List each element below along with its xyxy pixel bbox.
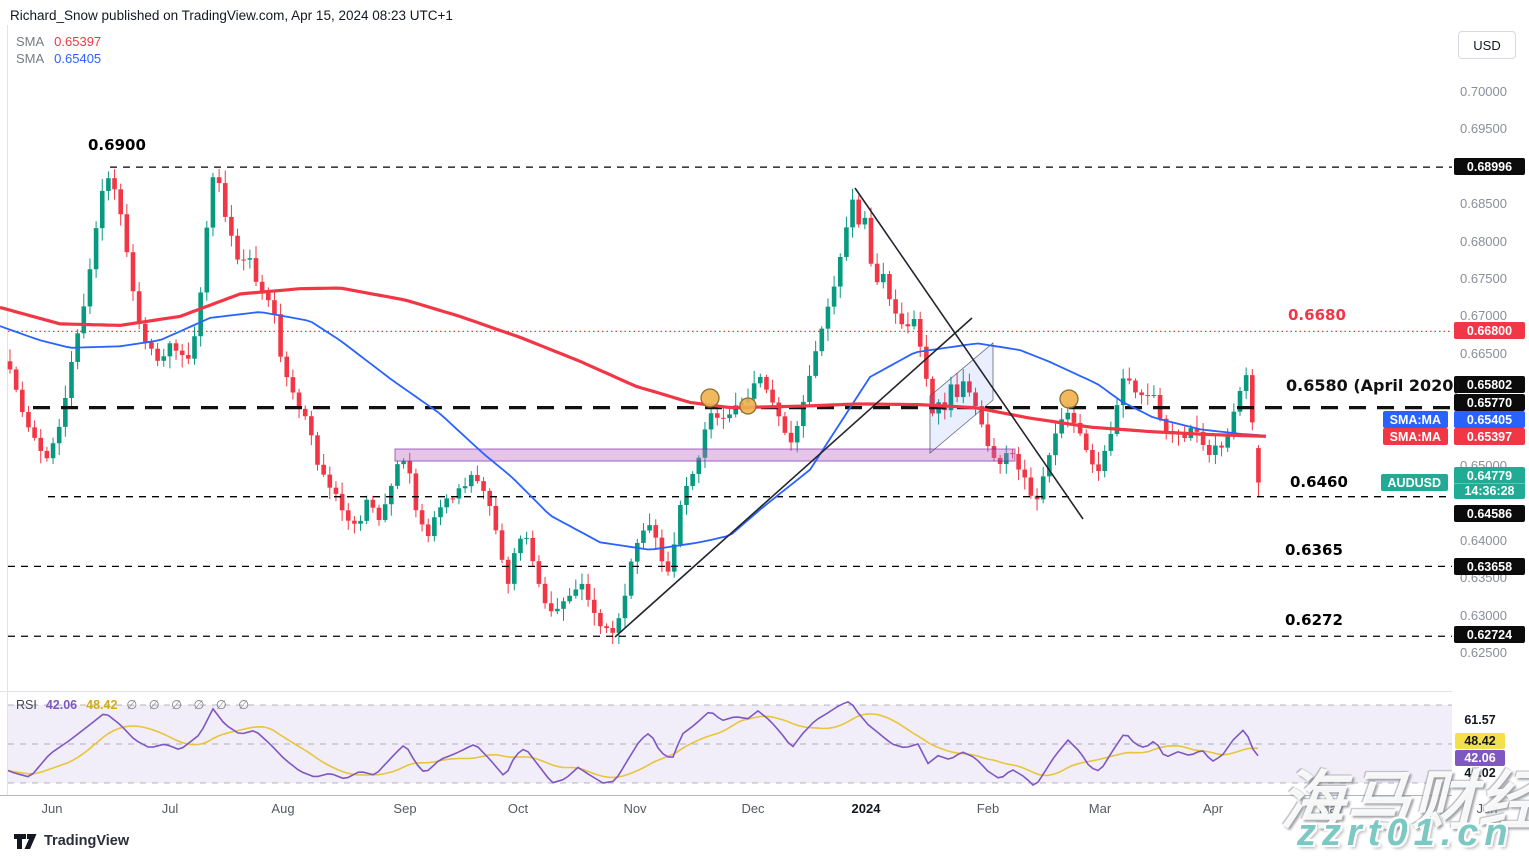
time-axis-label: Aug: [271, 801, 295, 816]
price-tick-label: 0.70000: [1460, 84, 1507, 99]
sma-legend-value-blue: 0.65405: [54, 51, 102, 66]
time-axis-label: Jun: [41, 801, 63, 816]
time-axis-label: May: [1318, 801, 1344, 816]
price-level-label: 0.6680: [1288, 306, 1346, 324]
price-tick-label: 0.67500: [1460, 271, 1507, 286]
time-axis-label: Mar: [1088, 801, 1112, 816]
price-badge: 0.62724: [1454, 626, 1525, 643]
sma-legend-value-red: 0.65397: [54, 34, 102, 49]
rsi-plot-value: 42.06: [1455, 750, 1505, 766]
price-tick-label: 0.66500: [1460, 345, 1507, 361]
price-tick-label: 0.68500: [1460, 196, 1507, 212]
sma-legend-label: SMA: [16, 51, 45, 66]
rsi-plot-value: 61.57: [1455, 712, 1505, 728]
price-badge-sma-ma: 0.65397: [1454, 428, 1525, 445]
time-axis-label: Apr: [1202, 801, 1224, 816]
time-axis-label: Sep: [393, 801, 417, 816]
rsi-plot-value: 48.42: [1455, 733, 1505, 749]
price-level-label: 0.6365: [1285, 541, 1343, 559]
sma-legend-row-blue[interactable]: SMA 0.65405: [16, 51, 101, 66]
time-axis-label: 2024: [851, 801, 881, 816]
watermark-site: zzrt01.cn: [1297, 812, 1514, 854]
price-badge-sma-ma: 0.65405: [1454, 411, 1525, 428]
sma-legend-row-red[interactable]: SMA 0.65397: [16, 34, 101, 49]
price-level-label: 0.6460: [1290, 473, 1348, 491]
price-tick-label: 0.69500: [1460, 121, 1507, 137]
price-badge: 0.66800: [1454, 322, 1525, 339]
publication-title: Richard_Snow published on TradingView.co…: [10, 8, 453, 23]
time-axis[interactable]: Jun Jul Aug Sep Oct Nov Dec 2024 Feb Mar Apr May Jun: [0, 795, 1498, 825]
price-level-label: 0.6900: [88, 136, 146, 154]
time-axis-label: Dec: [741, 801, 765, 816]
footer-bar: TradingView: [0, 825, 1529, 857]
rsi-divergence-zeros: ∅ ∅ ∅ ∅ ∅ ∅: [126, 698, 254, 712]
price-badge: 0.63658: [1454, 558, 1525, 575]
price-level-label: 0.6272: [1285, 611, 1343, 629]
currency-toggle-button[interactable]: USD: [1458, 31, 1516, 59]
price-badge-audusd: 0.64779 14:36:28: [1454, 467, 1525, 499]
rsi-legend-title: RSI: [16, 697, 37, 712]
series-label-chip: AUDUSD: [1380, 474, 1448, 491]
price-axis[interactable]: 0.70000 0.69500 0.68500 0.68000 0.67500 0.670…: [1452, 0, 1529, 825]
rsi-indicator-legend[interactable]: RSI 42.06 48.42 ∅ ∅ ∅ ∅ ∅ ∅: [16, 697, 254, 713]
time-axis-label: Jun: [1476, 801, 1498, 816]
price-tick-label: 0.67000: [1460, 308, 1507, 324]
sma-legend-label: SMA: [16, 34, 45, 49]
price-tick-label: 0.64000: [1460, 532, 1507, 548]
price-badge: 0.64586: [1454, 505, 1525, 522]
time-axis-label: Oct: [507, 801, 529, 816]
tradingview-logo-text[interactable]: TradingView: [44, 833, 130, 849]
series-label-chip: SMA:MA: [1382, 411, 1448, 428]
time-axis-label: Nov: [623, 801, 647, 816]
price-badge: 0.65802: [1454, 376, 1525, 393]
rsi-plot-value: 40.02: [1464, 766, 1496, 780]
price-tick-label: 0.68000: [1460, 233, 1507, 249]
tradingview-logo-icon[interactable]: [14, 833, 37, 850]
watermark-chinese: 海马财经: [1280, 765, 1529, 837]
price-badge: 0.68996: [1454, 158, 1525, 175]
series-label-chip: SMA:MA: [1382, 428, 1448, 445]
time-axis-label: Jul: [161, 801, 179, 816]
price-tick-label: 0.63000: [1460, 607, 1507, 623]
price-badge: 0.65770: [1454, 394, 1525, 411]
rsi-ma-legend-value: 48.42: [86, 697, 118, 712]
price-tick-label: 0.62500: [1460, 645, 1507, 660]
rsi-legend-value: 42.06: [45, 697, 78, 712]
countdown-timer: 14:36:28: [1454, 482, 1525, 498]
time-axis-label: Feb: [976, 801, 1000, 816]
price-level-label: 0.6580 (April 2020): [1286, 376, 1461, 395]
